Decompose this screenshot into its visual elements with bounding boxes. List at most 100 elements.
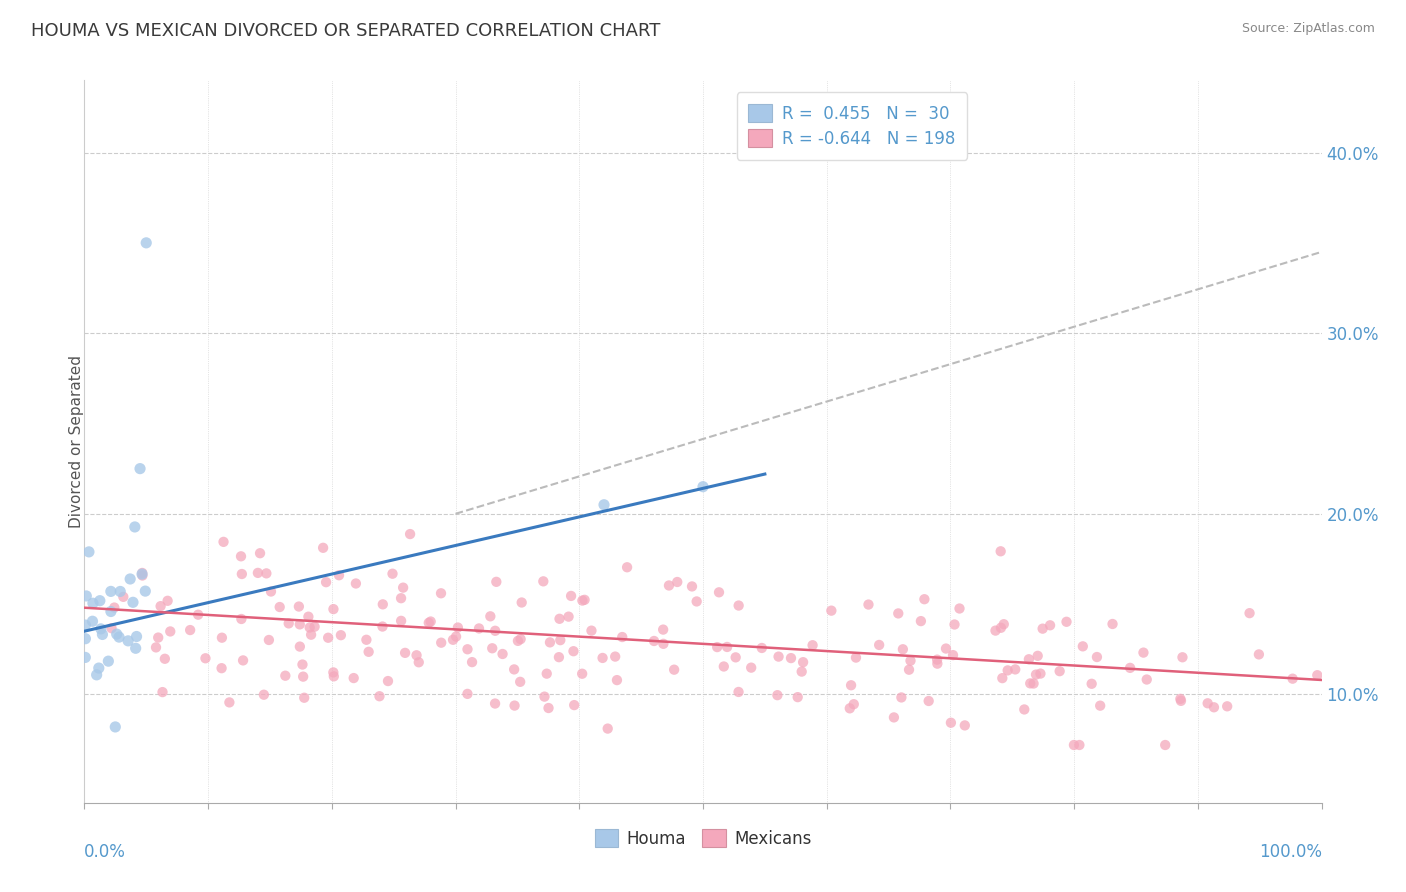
Point xyxy=(419,615,441,629)
Point xyxy=(509,674,531,689)
Point xyxy=(900,654,922,668)
Point xyxy=(560,589,582,603)
Point xyxy=(343,671,366,685)
Point xyxy=(801,638,824,652)
Point xyxy=(1088,698,1111,713)
Point xyxy=(706,640,728,654)
Point xyxy=(322,669,344,683)
Point xyxy=(616,560,638,574)
Text: HOUMA VS MEXICAN DIVORCED OR SEPARATED CORRELATION CHART: HOUMA VS MEXICAN DIVORCED OR SEPARATED C… xyxy=(31,22,661,40)
Point xyxy=(430,636,453,650)
Point xyxy=(444,630,467,644)
Point xyxy=(156,594,179,608)
Point xyxy=(1202,700,1225,714)
Point xyxy=(194,651,217,665)
Point xyxy=(304,620,326,634)
Point xyxy=(100,584,122,599)
Point xyxy=(1019,676,1042,690)
Point xyxy=(571,666,593,681)
Point xyxy=(357,645,380,659)
Point xyxy=(935,641,957,656)
Point xyxy=(1056,615,1078,629)
Point xyxy=(1069,738,1091,752)
Point xyxy=(692,480,714,494)
Point xyxy=(990,621,1012,635)
Point xyxy=(125,630,148,644)
Point xyxy=(288,640,311,654)
Point xyxy=(430,586,453,600)
Point xyxy=(129,461,152,475)
Point xyxy=(408,655,430,669)
Point xyxy=(229,549,252,564)
Point xyxy=(329,628,352,642)
Point xyxy=(1049,664,1071,678)
Point xyxy=(838,701,860,715)
Point xyxy=(159,624,181,639)
Point xyxy=(581,624,603,638)
Point xyxy=(292,670,315,684)
Point xyxy=(103,600,125,615)
Point xyxy=(713,659,735,673)
Point xyxy=(740,660,762,674)
Point xyxy=(984,624,1007,638)
Point xyxy=(377,674,399,689)
Point xyxy=(288,617,311,632)
Point xyxy=(108,630,131,644)
Point xyxy=(97,654,120,668)
Text: 0.0%: 0.0% xyxy=(84,843,127,861)
Point xyxy=(912,592,935,607)
Point xyxy=(299,628,322,642)
Point xyxy=(724,650,747,665)
Point xyxy=(593,498,616,512)
Point xyxy=(91,627,114,641)
Point xyxy=(990,544,1012,558)
Point xyxy=(1136,673,1159,687)
Point xyxy=(456,687,478,701)
Point xyxy=(503,698,526,713)
Point xyxy=(1085,650,1108,665)
Point xyxy=(883,710,905,724)
Point xyxy=(550,633,572,648)
Point xyxy=(291,657,314,672)
Point xyxy=(484,624,506,638)
Point xyxy=(868,638,890,652)
Point xyxy=(562,698,585,712)
Point xyxy=(117,633,139,648)
Point xyxy=(1022,676,1045,690)
Point xyxy=(531,574,554,589)
Point xyxy=(122,595,145,609)
Point xyxy=(399,527,422,541)
Point xyxy=(1154,738,1177,752)
Point xyxy=(536,666,558,681)
Point xyxy=(110,584,132,599)
Point xyxy=(316,631,339,645)
Point xyxy=(381,566,404,581)
Point xyxy=(288,599,311,614)
Point xyxy=(727,685,749,699)
Point xyxy=(312,541,335,555)
Point xyxy=(533,690,555,704)
Point xyxy=(898,663,921,677)
Legend: Houma, Mexicans: Houma, Mexicans xyxy=(583,817,823,860)
Point xyxy=(707,585,730,599)
Point xyxy=(612,630,634,644)
Point xyxy=(394,646,416,660)
Point xyxy=(149,599,172,614)
Point xyxy=(1032,622,1054,636)
Point xyxy=(292,690,315,705)
Text: Source: ZipAtlas.com: Source: ZipAtlas.com xyxy=(1241,22,1375,36)
Point xyxy=(1025,667,1047,681)
Point xyxy=(927,653,949,667)
Point xyxy=(681,579,703,593)
Text: 100.0%: 100.0% xyxy=(1258,843,1322,861)
Point xyxy=(820,604,842,618)
Point xyxy=(643,634,665,648)
Point xyxy=(1239,606,1261,620)
Point xyxy=(890,690,912,705)
Point xyxy=(666,574,689,589)
Point xyxy=(389,591,412,606)
Point xyxy=(491,647,513,661)
Point xyxy=(685,594,707,608)
Point xyxy=(104,720,127,734)
Point xyxy=(1132,646,1154,660)
